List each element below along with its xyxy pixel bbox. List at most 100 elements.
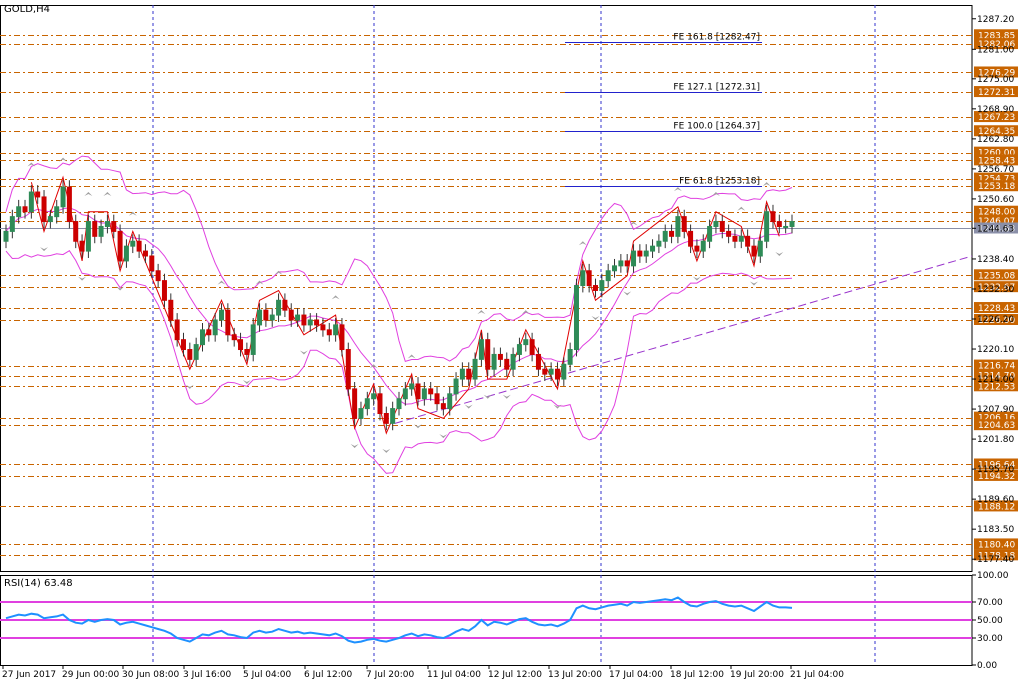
level-price-text: 1246.07 [978, 217, 1015, 227]
candle-body [269, 314, 275, 321]
rsi-line [5, 596, 793, 644]
candle-body [117, 230, 123, 262]
price-tick-label: 1281.00 [977, 45, 1014, 55]
candle-body [719, 221, 725, 232]
candle-body [111, 221, 117, 232]
candle [669, 224, 675, 244]
fe-label: FE 127.1 [1272.31] [673, 83, 760, 93]
candle [491, 347, 497, 377]
candle-body [3, 230, 9, 242]
candle [269, 308, 275, 327]
fractal-down-arrow [78, 276, 87, 281]
candle [580, 263, 586, 293]
candle-body [85, 221, 91, 252]
candle [326, 322, 332, 342]
candle [504, 352, 510, 377]
candle-body [47, 216, 53, 223]
fractal-up-arrow [84, 192, 93, 197]
candle-body [142, 250, 148, 257]
support-trendline [394, 255, 973, 424]
fractal-down-arrow [591, 315, 600, 320]
candle-body [504, 358, 510, 370]
candle-body [409, 383, 415, 390]
level-price-box-bg [974, 302, 1018, 314]
current-price-box: 1244.63 [974, 222, 1018, 235]
price-tick-label: 1256.70 [977, 165, 1014, 175]
level-price-text: 1226.00 [978, 316, 1015, 326]
level-price-box: 1258.43 [974, 154, 1018, 166]
level-price-box: 1204.63 [974, 419, 1018, 431]
level-price-box-bg [974, 419, 1018, 431]
fe-label: FE 61.8 [1253.18] [679, 177, 760, 187]
candle [130, 234, 136, 254]
level-price-box: 1264.35 [974, 125, 1018, 137]
price-tick-label: 1262.80 [977, 135, 1014, 145]
candle-body [136, 240, 142, 252]
level-price-text: 1235.08 [978, 271, 1015, 281]
candle-body [516, 344, 522, 355]
candle [681, 209, 687, 239]
candle-body [35, 191, 41, 198]
candle-body [700, 240, 706, 252]
level-price-box: 1196.64 [974, 458, 1018, 470]
candle [732, 229, 738, 249]
rsi-tick-label: 70.00 [977, 598, 1003, 608]
candle-body [523, 339, 529, 346]
fractal-down-arrow [553, 404, 562, 409]
candle-body [180, 339, 186, 351]
current-price-box-bg [974, 222, 1018, 234]
level-price-text: 1216.74 [978, 362, 1015, 372]
level-price-box: 1246.07 [974, 215, 1018, 227]
level-price-box-bg [974, 38, 1018, 50]
candle [567, 342, 573, 372]
fractal-down-arrow [242, 379, 251, 384]
price-tick-label: 1195.70 [977, 465, 1014, 475]
candle [516, 337, 522, 362]
price-tick-label: 1232.30 [977, 285, 1014, 295]
time-tick-label: 19 Jul 20:00 [730, 670, 784, 680]
candle-body [751, 245, 757, 257]
candle [738, 229, 744, 249]
fractal-up-arrow [711, 192, 720, 197]
candle [288, 303, 294, 327]
candle [751, 239, 757, 263]
candle [561, 357, 567, 386]
candle-body [358, 408, 364, 419]
level-price-text: 1248.00 [978, 208, 1015, 218]
level-price-box-bg [974, 469, 1018, 481]
candle-body [16, 206, 22, 218]
candle [244, 342, 250, 362]
candle [478, 332, 484, 367]
candle-body [206, 329, 212, 336]
candle [707, 219, 713, 249]
level-price-text: 1258.43 [978, 156, 1015, 166]
candle [174, 313, 180, 347]
level-price-box-bg [974, 146, 1018, 158]
level-price-box: 1206.16 [974, 411, 1018, 424]
price-tick-label: 1207.90 [977, 405, 1014, 415]
candle [383, 406, 389, 431]
candle-body [66, 186, 72, 223]
candle-body [421, 388, 427, 400]
level-price-text: 1214.70 [978, 372, 1015, 382]
candle-body [694, 245, 700, 252]
candle [650, 239, 656, 258]
level-price-box: 1283.85 [974, 29, 1018, 41]
candle [409, 377, 415, 396]
time-tick-label: 7 Jul 20:00 [366, 670, 415, 680]
candle-body [447, 393, 453, 410]
candle-body [415, 383, 421, 400]
level-price-box: 1226.00 [974, 313, 1018, 326]
level-price-box-bg [974, 500, 1018, 512]
candle-body [434, 393, 440, 405]
symbol-title: GOLD,H4 [4, 4, 50, 15]
candle-body [643, 250, 649, 257]
candle-body [637, 250, 643, 257]
fractal-up-arrow [673, 187, 682, 192]
candle-body [92, 221, 98, 237]
current-price-text: 1244.63 [978, 225, 1015, 235]
candle [662, 224, 668, 249]
candle-body [554, 368, 560, 380]
candle-body [745, 235, 751, 247]
